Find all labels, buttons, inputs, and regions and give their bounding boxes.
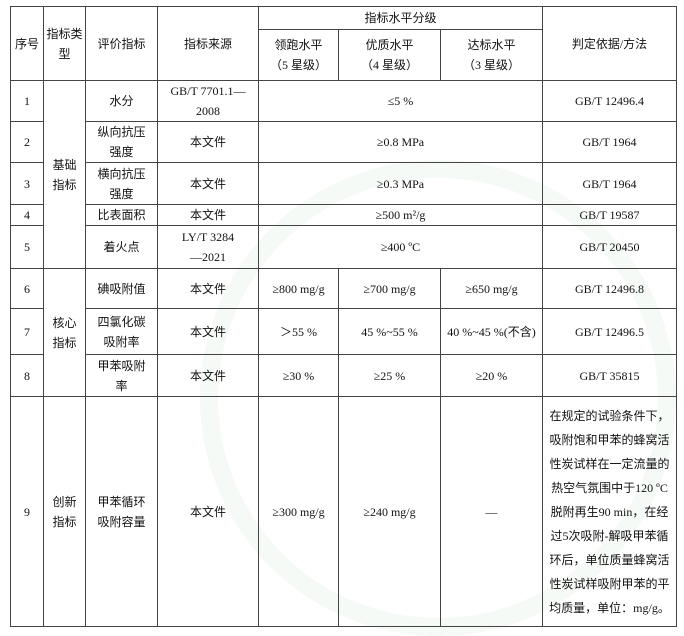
cell-method: GB/T 35815: [542, 354, 677, 397]
header-standard: 达标水平 （3 星级）: [440, 29, 543, 81]
table-row: 1 基础指标 水分 GB/T 7701.1—2008 ≤5 % GB/T 124…: [10, 80, 677, 269]
table-row: 5 着火点 LY/T 3284—2021 ≥400 ºC GB/T 20450: [10, 225, 677, 269]
header-indicator: 评价指标: [85, 6, 158, 81]
cell-indicator: 碘吸附值: [85, 268, 158, 309]
cell-method: GB/T 1964: [542, 162, 677, 205]
cell-quality: 45 %~55 %: [338, 308, 441, 355]
header-lead: 领跑水平 （5 星级）: [258, 29, 339, 81]
cell-method: GB/T 20450: [542, 225, 677, 269]
cell-indicator: 横向抗压强度: [85, 162, 158, 205]
cell-indicator: 甲苯吸附率: [85, 354, 158, 397]
cell-quality: ≥700 mg/g: [338, 268, 441, 309]
cell-no: 9: [10, 396, 44, 627]
table-row: 8 甲苯吸附率 本文件 ≥30 % ≥25 % ≥20 % GB/T 35815: [10, 354, 677, 397]
cell-value: ≤5 %: [258, 80, 543, 122]
cell-no: 5: [10, 225, 44, 269]
cell-no: 8: [10, 354, 44, 397]
cell-value: ≥0.3 MPa: [258, 162, 543, 205]
cell-no: 4: [10, 204, 44, 226]
cell-source: 本文件: [157, 204, 259, 226]
cell-indicator: 纵向抗压强度: [85, 121, 158, 163]
cell-lead: ≥800 mg/g: [258, 268, 339, 309]
cell-lead: ≥300 mg/g: [258, 396, 339, 627]
cell-source: GB/T 7701.1—2008: [157, 80, 259, 122]
table-row: 3 横向抗压强度 本文件 ≥0.3 MPa GB/T 1964: [10, 162, 677, 205]
cell-source: 本文件: [157, 162, 259, 205]
cell-standard: ≥20 %: [440, 354, 543, 397]
cell-method: GB/T 19587: [542, 204, 677, 226]
cell-indicator: 比表面积: [85, 204, 158, 226]
table-row: 4 比表面积 本文件 ≥500 m²/g GB/T 19587: [10, 204, 677, 226]
cell-lead: ≥30 %: [258, 354, 339, 397]
cell-quality: ≥240 mg/g: [338, 396, 441, 627]
cell-indicator: 水分: [85, 80, 158, 122]
group-core: 核心指标: [43, 268, 86, 397]
header-source: 指标来源: [157, 6, 259, 81]
group-innovation: 创新指标: [43, 396, 86, 627]
table-row: 9 创新指标 甲苯循环吸附容量 本文件 ≥300 mg/g ≥240 mg/g …: [10, 396, 677, 627]
header-levels: 指标水平分级: [258, 6, 543, 30]
cell-method: GB/T 12496.4: [542, 80, 677, 122]
cell-source: 本文件: [157, 268, 259, 309]
header-quality: 优质水平 （4 星级）: [338, 29, 441, 81]
cell-method: GB/T 1964: [542, 121, 677, 163]
cell-no: 2: [10, 121, 44, 163]
cell-source: LY/T 3284—2021: [157, 225, 259, 269]
cell-source: 本文件: [157, 308, 259, 355]
cell-standard: ≥650 mg/g: [440, 268, 543, 309]
header-method: 判定依据/方法: [542, 6, 677, 81]
cell-value: ≥0.8 MPa: [258, 121, 543, 163]
cell-quality: ≥25 %: [338, 354, 441, 397]
cell-method: 在规定的试验条件下，吸附饱和甲苯的蜂窝活性炭试样在一定流量的热空气氛围中于120…: [542, 396, 677, 627]
table-row: 2 纵向抗压强度 本文件 ≥0.8 MPa GB/T 1964: [10, 121, 677, 163]
table-row: 7 四氯化碳吸附率 本文件 ＞55 % 45 %~55 % 40 %~45 %(…: [10, 308, 677, 355]
cell-method: GB/T 12496.5: [542, 308, 677, 355]
cell-value: ≥500 m²/g: [258, 204, 543, 226]
cell-lead: ＞55 %: [258, 308, 339, 355]
cell-source: 本文件: [157, 121, 259, 163]
cell-standard: 40 %~45 %(不含): [440, 308, 543, 355]
cell-no: 3: [10, 162, 44, 205]
header-type: 指标类型: [43, 6, 86, 81]
cell-indicator: 着火点: [85, 225, 158, 269]
cell-no: 6: [10, 268, 44, 309]
indicator-table: 序号 指标类型 评价指标 指标来源 指标水平分级 判定依据/方法 领跑水平 （5 …: [10, 6, 677, 627]
cell-no: 1: [10, 80, 44, 122]
cell-source: 本文件: [157, 354, 259, 397]
cell-indicator: 甲苯循环吸附容量: [85, 396, 158, 627]
cell-standard: —: [440, 396, 543, 627]
cell-method: GB/T 12496.8: [542, 268, 677, 309]
cell-value: ≥400 ºC: [258, 225, 543, 269]
cell-no: 7: [10, 308, 44, 355]
cell-indicator: 四氯化碳吸附率: [85, 308, 158, 355]
header-seq: 序号: [10, 6, 44, 81]
table-row: 6 核心指标 碘吸附值 本文件 ≥800 mg/g ≥700 mg/g ≥650…: [10, 268, 677, 397]
group-basic: 基础指标: [43, 80, 86, 269]
cell-source: 本文件: [157, 396, 259, 627]
